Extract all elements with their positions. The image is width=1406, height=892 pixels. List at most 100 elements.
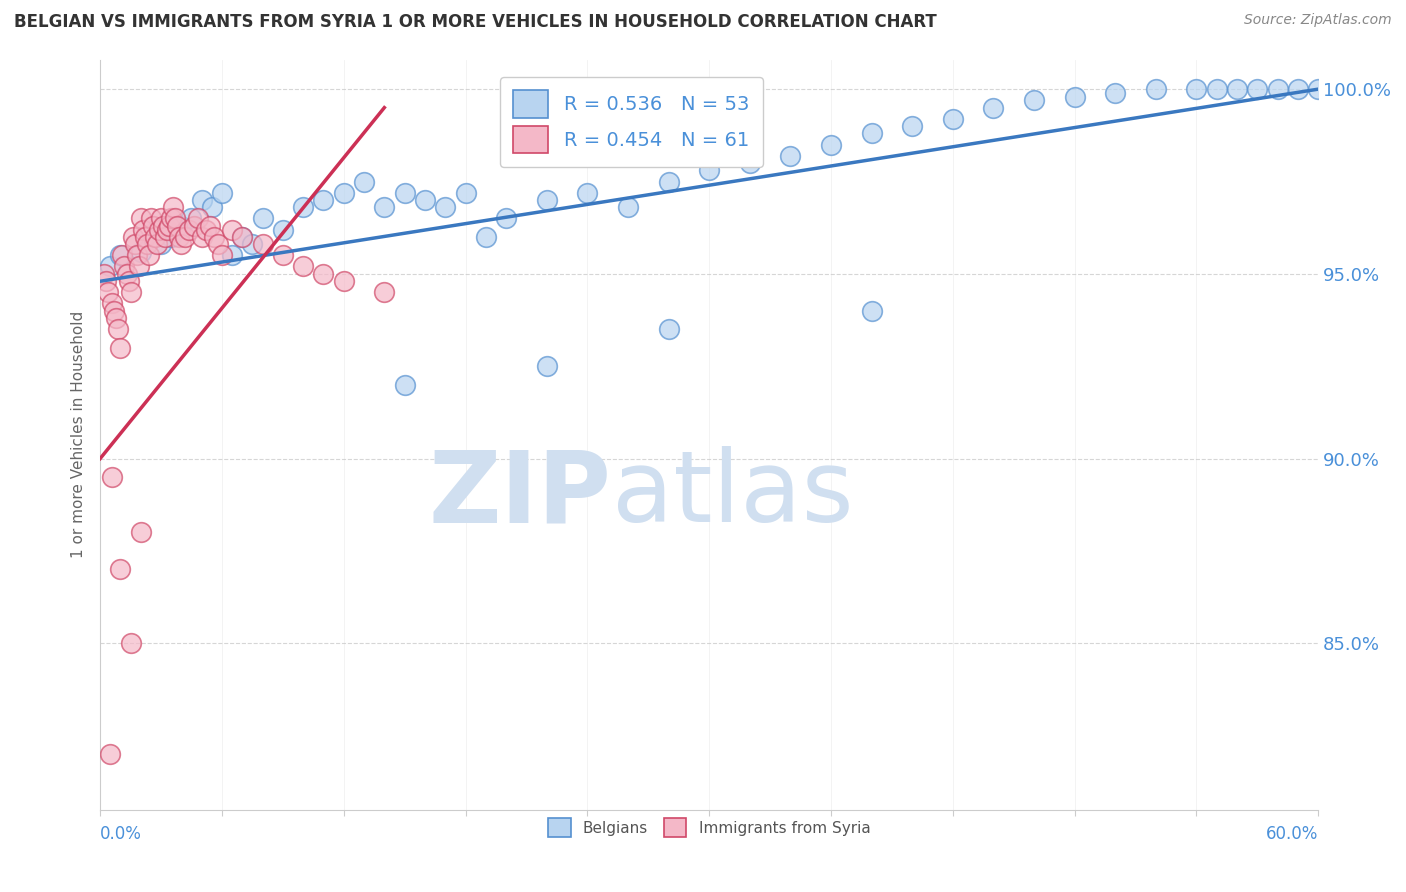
Point <box>252 211 274 226</box>
Point <box>1063 89 1085 103</box>
Point <box>413 193 436 207</box>
Point <box>738 156 761 170</box>
Point <box>165 211 187 226</box>
Point <box>981 101 1004 115</box>
Point <box>211 186 233 200</box>
Point <box>160 230 183 244</box>
Point <box>107 322 129 336</box>
Point <box>183 219 205 233</box>
Point <box>312 193 335 207</box>
Point <box>146 237 169 252</box>
Text: Source: ZipAtlas.com: Source: ZipAtlas.com <box>1244 13 1392 28</box>
Point <box>170 219 193 233</box>
Point <box>860 127 883 141</box>
Point <box>101 470 124 484</box>
Point <box>96 274 118 288</box>
Point <box>148 222 170 236</box>
Point <box>115 267 138 281</box>
Point <box>190 230 212 244</box>
Point <box>353 174 375 188</box>
Point <box>332 186 354 200</box>
Point <box>373 285 395 300</box>
Point <box>138 248 160 262</box>
Point <box>128 260 150 274</box>
Point <box>211 248 233 262</box>
Point <box>242 237 264 252</box>
Point <box>1286 82 1309 96</box>
Point <box>231 230 253 244</box>
Point <box>394 377 416 392</box>
Point <box>170 237 193 252</box>
Point <box>779 149 801 163</box>
Point <box>121 230 143 244</box>
Point <box>901 119 924 133</box>
Point <box>160 211 183 226</box>
Point <box>198 219 221 233</box>
Point <box>98 747 121 761</box>
Legend: Belgians, Immigrants from Syria: Belgians, Immigrants from Syria <box>541 813 876 843</box>
Point <box>495 211 517 226</box>
Point <box>150 211 173 226</box>
Text: ZIP: ZIP <box>429 446 612 543</box>
Point <box>132 222 155 236</box>
Point <box>820 137 842 152</box>
Point <box>110 248 132 262</box>
Point <box>657 174 679 188</box>
Point <box>207 237 229 252</box>
Point <box>1246 82 1268 96</box>
Point <box>134 230 156 244</box>
Point <box>860 303 883 318</box>
Point <box>292 200 315 214</box>
Point <box>536 193 558 207</box>
Point <box>129 211 152 226</box>
Point <box>101 296 124 310</box>
Point <box>169 230 191 244</box>
Point <box>156 222 179 236</box>
Point <box>179 222 201 236</box>
Point <box>120 285 142 300</box>
Point <box>114 260 136 274</box>
Point <box>221 248 243 262</box>
Point <box>190 193 212 207</box>
Point <box>1205 82 1227 96</box>
Y-axis label: 1 or more Vehicles in Household: 1 or more Vehicles in Household <box>72 311 86 558</box>
Point <box>124 237 146 252</box>
Point <box>657 322 679 336</box>
Point <box>1104 86 1126 100</box>
Point <box>1226 82 1249 96</box>
Point <box>454 186 477 200</box>
Point <box>187 211 209 226</box>
Point <box>292 260 315 274</box>
Point <box>157 219 180 233</box>
Point <box>125 248 148 262</box>
Point <box>139 211 162 226</box>
Point <box>1308 82 1330 96</box>
Point <box>252 237 274 252</box>
Point <box>617 200 640 214</box>
Point <box>120 636 142 650</box>
Point <box>1267 82 1289 96</box>
Point <box>1022 93 1045 107</box>
Point <box>105 311 128 326</box>
Point <box>202 230 225 244</box>
Point <box>576 186 599 200</box>
Point <box>271 222 294 236</box>
Point <box>312 267 335 281</box>
Point <box>221 222 243 236</box>
Point <box>434 200 457 214</box>
Point <box>143 230 166 244</box>
Point <box>332 274 354 288</box>
Point <box>135 237 157 252</box>
Point <box>162 200 184 214</box>
Point <box>201 200 224 214</box>
Point <box>1185 82 1208 96</box>
Point <box>110 341 132 355</box>
Point <box>697 163 720 178</box>
Point <box>271 248 294 262</box>
Point <box>152 219 174 233</box>
Point <box>103 303 125 318</box>
Point <box>97 285 120 300</box>
Point <box>129 525 152 540</box>
Point <box>98 260 121 274</box>
Text: 60.0%: 60.0% <box>1265 824 1319 843</box>
